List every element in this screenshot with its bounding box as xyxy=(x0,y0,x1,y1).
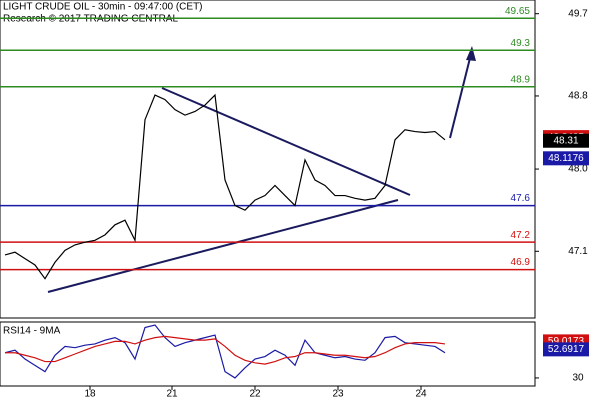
arrow-head xyxy=(466,46,476,61)
rsi-frame xyxy=(0,321,536,387)
price-tag xyxy=(543,342,589,357)
price-tag-label: 48.1176 xyxy=(548,153,584,164)
price-line xyxy=(4,324,446,379)
y-tick-label: 47.1 xyxy=(568,246,588,257)
rsi-title: RSI14 - 9MA xyxy=(3,326,61,337)
x-tick-label: 24 xyxy=(415,389,427,400)
chart-subtitle: Research © 2017 TRADING CENTRAL xyxy=(3,14,178,25)
price-line xyxy=(5,335,446,365)
trendline xyxy=(161,87,411,196)
price-tag-label: 52.6917 xyxy=(548,344,585,355)
price-tag xyxy=(543,133,589,148)
x-tick-label: 22 xyxy=(249,389,261,400)
price-line xyxy=(4,93,446,280)
y-tick-label: 48.8 xyxy=(568,91,588,102)
y-tick-label: 48.0 xyxy=(568,164,588,175)
trendline xyxy=(47,199,399,293)
x-tick-label: 21 xyxy=(166,389,178,400)
level-label: 49.65 xyxy=(505,6,530,17)
price-tag-label: 48.31 xyxy=(553,135,578,146)
y-tick-label: 30 xyxy=(572,373,584,384)
level-label: 49.3 xyxy=(511,38,531,49)
y-tick-label: 49.7 xyxy=(568,8,588,19)
chart-title: LIGHT CRUDE OIL - 30min - 09:47:00 (CET) xyxy=(3,2,203,13)
level-label: 47.2 xyxy=(511,230,531,241)
level-label: 48.9 xyxy=(511,74,531,85)
x-tick-label: 18 xyxy=(84,389,96,400)
price-tag-label: 59.0173 xyxy=(548,336,585,347)
level-label: 47.6 xyxy=(511,193,531,204)
x-tick-label: 23 xyxy=(332,389,344,400)
price-tag xyxy=(543,151,589,166)
main-frame xyxy=(0,0,536,319)
level-label: 46.9 xyxy=(511,257,531,268)
projection-arrow xyxy=(449,49,473,139)
